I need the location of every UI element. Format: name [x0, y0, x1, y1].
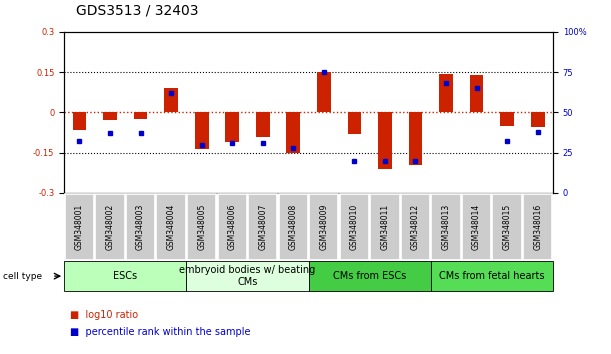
FancyBboxPatch shape	[279, 194, 308, 259]
Text: cell type: cell type	[3, 272, 42, 281]
Text: GDS3513 / 32403: GDS3513 / 32403	[76, 4, 199, 18]
Text: GSM348007: GSM348007	[258, 203, 267, 250]
Text: GSM348005: GSM348005	[197, 203, 206, 250]
Text: GSM348010: GSM348010	[350, 204, 359, 250]
FancyBboxPatch shape	[492, 194, 522, 259]
Bar	[164, 88, 178, 113]
Text: GSM348003: GSM348003	[136, 203, 145, 250]
Text: ESCs: ESCs	[113, 271, 137, 281]
Text: GSM348012: GSM348012	[411, 204, 420, 250]
Text: GSM348014: GSM348014	[472, 204, 481, 250]
Bar	[287, 113, 300, 153]
Text: GSM348001: GSM348001	[75, 204, 84, 250]
Text: CMs from fetal hearts: CMs from fetal hearts	[439, 271, 544, 281]
FancyBboxPatch shape	[186, 261, 309, 291]
Text: ■  percentile rank within the sample: ■ percentile rank within the sample	[70, 327, 251, 337]
Text: embryoid bodies w/ beating
CMs: embryoid bodies w/ beating CMs	[180, 265, 315, 287]
Text: GSM348016: GSM348016	[533, 204, 542, 250]
Text: GSM348015: GSM348015	[503, 204, 511, 250]
Text: GSM348011: GSM348011	[381, 204, 389, 250]
Bar	[225, 113, 239, 142]
FancyBboxPatch shape	[523, 194, 552, 259]
Bar	[378, 113, 392, 169]
Bar	[103, 113, 117, 120]
Bar	[134, 113, 147, 119]
Bar	[256, 113, 269, 137]
FancyBboxPatch shape	[65, 194, 94, 259]
Text: GSM348002: GSM348002	[106, 204, 114, 250]
Bar	[531, 113, 544, 127]
FancyBboxPatch shape	[370, 194, 400, 259]
FancyBboxPatch shape	[340, 194, 369, 259]
FancyBboxPatch shape	[462, 194, 491, 259]
Bar	[470, 75, 483, 113]
FancyBboxPatch shape	[309, 261, 431, 291]
FancyBboxPatch shape	[64, 261, 186, 291]
FancyBboxPatch shape	[95, 194, 125, 259]
FancyBboxPatch shape	[187, 194, 216, 259]
FancyBboxPatch shape	[401, 194, 430, 259]
Bar	[73, 113, 86, 130]
FancyBboxPatch shape	[156, 194, 186, 259]
Text: GSM348006: GSM348006	[228, 203, 236, 250]
FancyBboxPatch shape	[431, 261, 553, 291]
Text: CMs from ESCs: CMs from ESCs	[333, 271, 406, 281]
Bar	[439, 74, 453, 113]
FancyBboxPatch shape	[431, 194, 461, 259]
Bar	[348, 113, 361, 134]
Bar	[500, 113, 514, 126]
Text: GSM348009: GSM348009	[320, 203, 328, 250]
Text: GSM348013: GSM348013	[442, 204, 450, 250]
Bar	[195, 113, 208, 149]
Bar	[317, 72, 331, 113]
Bar	[409, 113, 422, 165]
Text: ■  log10 ratio: ■ log10 ratio	[70, 310, 138, 320]
FancyBboxPatch shape	[218, 194, 247, 259]
FancyBboxPatch shape	[248, 194, 277, 259]
FancyBboxPatch shape	[126, 194, 155, 259]
FancyBboxPatch shape	[309, 194, 338, 259]
Text: GSM348004: GSM348004	[167, 203, 175, 250]
Text: GSM348008: GSM348008	[289, 204, 298, 250]
